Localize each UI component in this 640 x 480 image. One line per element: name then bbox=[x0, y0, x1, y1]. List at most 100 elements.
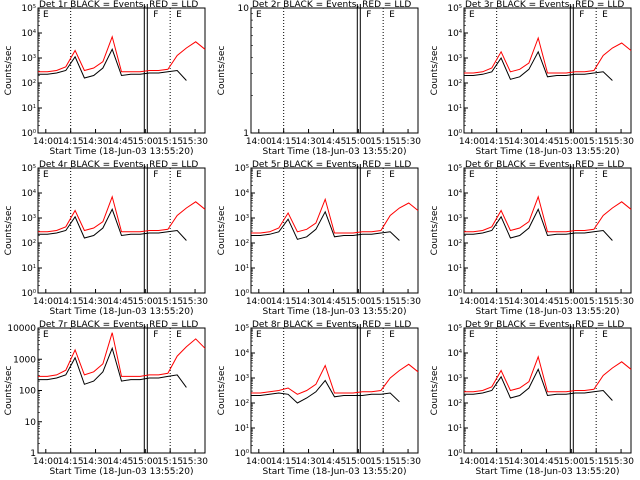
events-series-line bbox=[38, 346, 187, 388]
x-tick-label: 14:00 bbox=[33, 297, 59, 307]
event-marker: E bbox=[43, 10, 49, 20]
x-tick-label: 14:45 bbox=[533, 457, 559, 467]
x-tick-label: 15:00 bbox=[558, 137, 584, 147]
x-tick-label: 15:15 bbox=[370, 457, 396, 467]
y-tick-label: 101 bbox=[447, 104, 462, 114]
x-tick-label: 14:15 bbox=[58, 297, 84, 307]
panel-title: Det 8r BLACK = Events, RED = LLD bbox=[252, 320, 411, 330]
x-axis-label: Start Time (18-Jun-03 13:55:20) bbox=[263, 467, 407, 477]
x-tick-label: 14:00 bbox=[459, 137, 485, 147]
x-tick-label: 14:45 bbox=[107, 297, 133, 307]
x-tick-label: 14:45 bbox=[107, 137, 133, 147]
panel-title: Det 5r BLACK = Events, RED = LLD bbox=[252, 160, 411, 170]
y-tick-label: 101 bbox=[234, 264, 249, 274]
x-tick-label: 15:30 bbox=[395, 297, 421, 307]
lld-series-line bbox=[464, 36, 632, 74]
x-tick-label: 14:15 bbox=[484, 457, 510, 467]
event-marker: E bbox=[43, 330, 49, 340]
y-axis-label: Counts/sec bbox=[4, 366, 14, 416]
x-tick-label: 15:30 bbox=[395, 457, 421, 467]
x-tick-label: 15:15 bbox=[583, 137, 609, 147]
x-tick-label: 14:00 bbox=[33, 137, 59, 147]
y-tick-label: 105 bbox=[234, 324, 249, 334]
x-tick-label: 15:30 bbox=[182, 297, 208, 307]
y-tick-label: 102 bbox=[447, 239, 462, 249]
y-tick-label: 103 bbox=[447, 214, 462, 224]
y-tick-label: 100 bbox=[19, 387, 36, 397]
x-tick-label: 15:30 bbox=[182, 457, 208, 467]
y-tick-label: 105 bbox=[447, 4, 462, 14]
events-series-line bbox=[464, 368, 613, 401]
plot-frame bbox=[37, 327, 206, 454]
event-marker: E bbox=[256, 10, 262, 20]
event-marker: E bbox=[469, 10, 475, 20]
y-tick-label: 102 bbox=[447, 79, 462, 89]
event-marker: E bbox=[469, 170, 475, 180]
y-tick-label: 105 bbox=[447, 324, 462, 334]
x-axis-label: Start Time (18-Jun-03 13:55:20) bbox=[476, 307, 620, 317]
y-tick-label: 104 bbox=[447, 29, 462, 39]
y-tick-label: 100 bbox=[21, 289, 36, 299]
y-tick-label: 100 bbox=[21, 129, 36, 139]
events-series-line bbox=[251, 210, 400, 241]
x-axis-label: Start Time (18-Jun-03 13:55:20) bbox=[50, 147, 194, 157]
x-tick-label: 15:15 bbox=[157, 457, 183, 467]
x-tick-label: 15:00 bbox=[132, 457, 158, 467]
y-tick-label: 103 bbox=[447, 374, 462, 384]
x-tick-label: 14:45 bbox=[320, 297, 346, 307]
y-tick-label: 102 bbox=[234, 399, 249, 409]
x-axis-label: Start Time (18-Jun-03 13:55:20) bbox=[476, 467, 620, 477]
det-panel-8: 10010110210310410514:0014:1514:3014:4515… bbox=[217, 320, 421, 477]
lld-series-line bbox=[251, 197, 419, 234]
y-tick-label: 102 bbox=[21, 79, 36, 89]
plot-frame bbox=[37, 167, 206, 294]
event-marker: F bbox=[153, 10, 158, 20]
x-tick-label: 15:00 bbox=[345, 297, 371, 307]
events-series-line bbox=[464, 208, 613, 241]
y-tick-label: 1 bbox=[30, 449, 36, 459]
x-tick-label: 14:30 bbox=[83, 137, 109, 147]
x-tick-label: 14:15 bbox=[271, 457, 297, 467]
x-tick-label: 15:15 bbox=[370, 297, 396, 307]
x-tick-label: 14:45 bbox=[107, 457, 133, 467]
x-tick-label: 14:00 bbox=[246, 137, 272, 147]
det-panel-1: 10010110210310410514:0014:1514:3014:4515… bbox=[4, 0, 208, 157]
y-tick-label: 101 bbox=[234, 424, 249, 434]
y-tick-label: 104 bbox=[21, 29, 36, 39]
event-marker: E bbox=[176, 330, 182, 340]
lld-series-line bbox=[38, 195, 206, 233]
y-tick-label: 10 bbox=[238, 4, 250, 14]
lld-series-line bbox=[38, 35, 206, 73]
x-tick-label: 14:00 bbox=[459, 297, 485, 307]
y-axis-label: Counts/sec bbox=[430, 46, 440, 96]
event-marker: F bbox=[579, 330, 584, 340]
y-tick-label: 1000 bbox=[13, 355, 36, 365]
y-tick-label: 105 bbox=[234, 164, 249, 174]
y-tick-label: 100 bbox=[234, 449, 249, 459]
det-panel-4: 10010110210310410514:0014:1514:3014:4515… bbox=[4, 160, 208, 317]
x-tick-label: 15:15 bbox=[157, 137, 183, 147]
x-tick-label: 15:00 bbox=[345, 137, 371, 147]
y-tick-label: 103 bbox=[21, 214, 36, 224]
event-marker: E bbox=[256, 170, 262, 180]
x-tick-label: 14:45 bbox=[320, 457, 346, 467]
x-tick-label: 14:45 bbox=[533, 137, 559, 147]
det-panel-3: 10010110210310410514:0014:1514:3014:4515… bbox=[430, 0, 634, 157]
y-axis-label: Counts/sec bbox=[4, 46, 14, 96]
y-tick-label: 100 bbox=[447, 449, 462, 459]
x-tick-label: 15:15 bbox=[370, 137, 396, 147]
y-tick-label: 10 bbox=[25, 418, 37, 428]
panel-title: Det 2r BLACK = Events, RED = LLD bbox=[252, 0, 411, 10]
lld-series-line bbox=[464, 195, 632, 233]
event-marker: F bbox=[153, 330, 158, 340]
panel-title: Det 3r BLACK = Events, RED = LLD bbox=[465, 0, 624, 10]
x-tick-label: 14:15 bbox=[271, 297, 297, 307]
plot-frame bbox=[250, 327, 419, 454]
event-marker: F bbox=[579, 10, 584, 20]
y-tick-label: 101 bbox=[447, 424, 462, 434]
x-tick-label: 15:00 bbox=[132, 137, 158, 147]
event-marker: E bbox=[389, 330, 395, 340]
plot-frame bbox=[463, 167, 632, 294]
event-marker: F bbox=[579, 170, 584, 180]
